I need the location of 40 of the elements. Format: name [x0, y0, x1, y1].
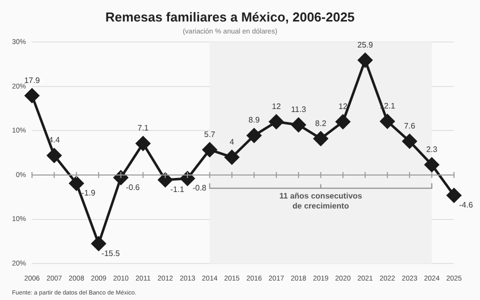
point — [246, 128, 262, 143]
data-label: 25.9 — [357, 40, 374, 50]
data-label: 8.9 — [248, 116, 260, 125]
point — [136, 136, 150, 151]
chart-title: Remesas familiares a México, 2006-2025 — [105, 9, 355, 24]
point — [313, 131, 328, 146]
data-label: -1.1 — [170, 185, 185, 194]
data-label: -4.6 — [459, 200, 474, 210]
data-label: 17.9 — [24, 76, 40, 85]
point — [380, 114, 395, 129]
data-label: 7.1 — [138, 124, 150, 133]
point — [46, 148, 62, 163]
point — [291, 118, 306, 132]
point — [336, 114, 350, 130]
point — [224, 150, 240, 164]
point — [358, 52, 372, 68]
point — [269, 114, 284, 130]
data-label: -1.9 — [82, 188, 96, 198]
data-label: 5.7 — [204, 130, 216, 139]
data-label: 2.3 — [426, 144, 438, 154]
point — [114, 170, 128, 185]
point — [91, 236, 106, 251]
point — [402, 134, 417, 149]
data-label: 8.2 — [315, 118, 327, 128]
point — [424, 158, 440, 172]
data-label: -0.6 — [126, 182, 140, 192]
point — [158, 172, 173, 188]
data-label: 12 — [272, 102, 282, 111]
data-label: 7.6 — [404, 121, 416, 130]
data-label: 4 — [230, 137, 235, 146]
data-label: -0.8 — [192, 184, 207, 193]
point — [446, 188, 462, 203]
data-label: -15.5 — [102, 248, 120, 258]
data-label: 11.3 — [291, 105, 307, 114]
band-label: 11 años consecutivos de crecimiento — [279, 191, 363, 210]
point — [202, 142, 217, 157]
data-label: 12 — [338, 102, 348, 111]
point — [180, 171, 195, 186]
point — [24, 88, 40, 103]
point — [69, 176, 84, 191]
